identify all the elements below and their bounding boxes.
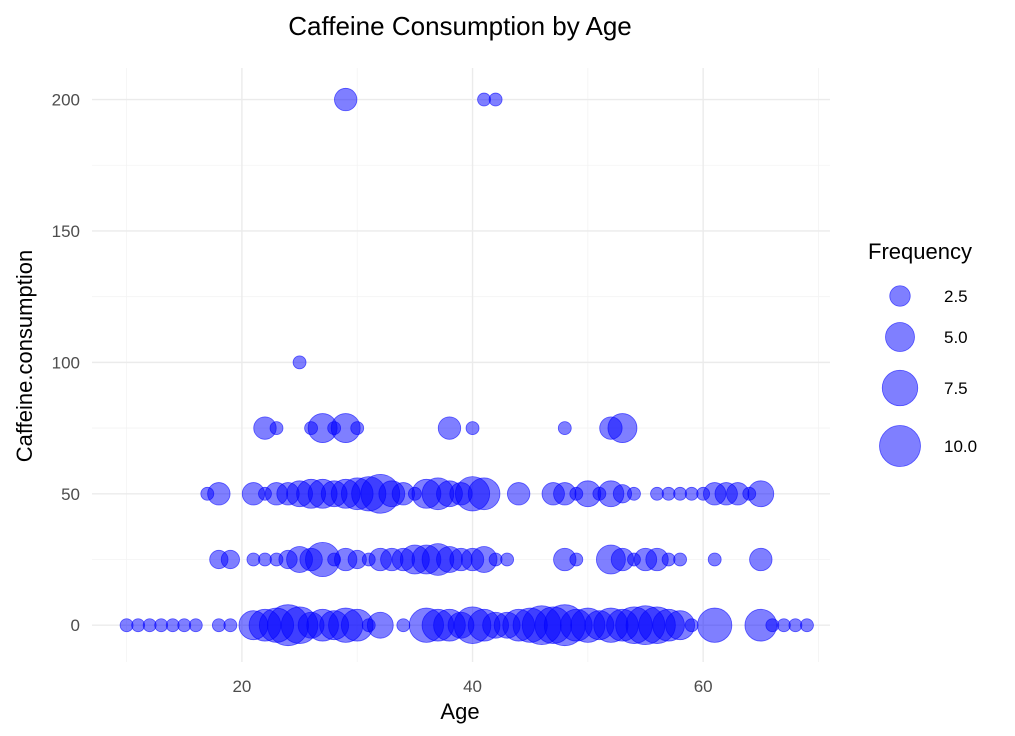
ticks-layer: 20 40 60 0 50 100 150 200: [52, 91, 713, 696]
data-point: [697, 607, 733, 643]
data-point: [788, 618, 803, 633]
data-point: [557, 421, 572, 435]
data-point: [661, 552, 676, 567]
x-axis-title: Age: [440, 699, 479, 724]
data-point: [673, 552, 687, 567]
data-point: [269, 421, 284, 435]
data-point: [488, 552, 503, 567]
data-point: [165, 618, 180, 633]
y-tick-label: 50: [61, 485, 80, 504]
data-point: [749, 547, 773, 572]
data-point: [800, 618, 814, 633]
data-point: [765, 618, 780, 633]
data-point: [627, 486, 641, 501]
data-point: [467, 477, 501, 511]
legend-key-label: 10.0: [944, 437, 977, 456]
data-point: [350, 421, 365, 435]
data-point: [396, 618, 411, 633]
legend-key-circle: [889, 285, 911, 307]
legend-key-circle: [879, 425, 921, 467]
data-point: [366, 611, 394, 639]
data-point: [488, 92, 503, 107]
data-point: [747, 480, 775, 508]
y-axis-title: Caffeine.consumption: [12, 250, 37, 462]
data-point: [246, 552, 261, 567]
data-point: [661, 486, 676, 501]
data-point: [131, 618, 146, 633]
legend-key-circle: [885, 322, 915, 352]
chart-title: Caffeine Consumption by Age: [288, 11, 632, 41]
data-point: [207, 482, 231, 506]
data-point: [673, 486, 687, 501]
y-tick-label: 150: [52, 222, 80, 241]
data-point: [154, 618, 169, 633]
legend: Frequency 2.5 5.0 7.5 10.0: [868, 239, 977, 467]
data-point: [258, 552, 272, 567]
y-tick-label: 100: [52, 353, 80, 372]
legend-key-circle: [881, 369, 919, 407]
legend-keys: 2.5 5.0 7.5 10.0: [879, 285, 977, 467]
data-point: [507, 482, 531, 506]
data-point: [292, 355, 307, 370]
data-point: [607, 413, 638, 443]
points-layer: [119, 87, 814, 647]
data-point: [142, 618, 157, 633]
legend-key-label: 5.0: [944, 328, 968, 347]
data-point: [684, 618, 699, 633]
legend-key-label: 7.5: [944, 379, 968, 398]
data-point: [119, 618, 134, 633]
y-tick-label: 200: [52, 91, 80, 110]
data-point: [177, 618, 192, 633]
data-point: [569, 552, 584, 567]
legend-key-label: 2.5: [944, 287, 968, 306]
y-tick-label: 0: [71, 616, 80, 635]
data-point: [334, 87, 358, 112]
x-tick-label: 60: [694, 677, 713, 696]
data-point: [776, 618, 791, 633]
legend-title: Frequency: [868, 239, 972, 264]
data-point: [684, 486, 699, 501]
data-point: [477, 92, 491, 107]
data-point: [707, 552, 722, 567]
data-point: [223, 618, 238, 633]
data-point: [188, 618, 203, 633]
data-point: [465, 421, 480, 435]
x-tick-label: 40: [463, 677, 482, 696]
data-point: [437, 416, 462, 440]
grid-layer: [92, 68, 830, 662]
data-point: [211, 618, 226, 633]
x-tick-label: 20: [232, 677, 251, 696]
data-point: [650, 486, 664, 501]
data-point: [500, 552, 515, 567]
data-point: [220, 549, 240, 570]
